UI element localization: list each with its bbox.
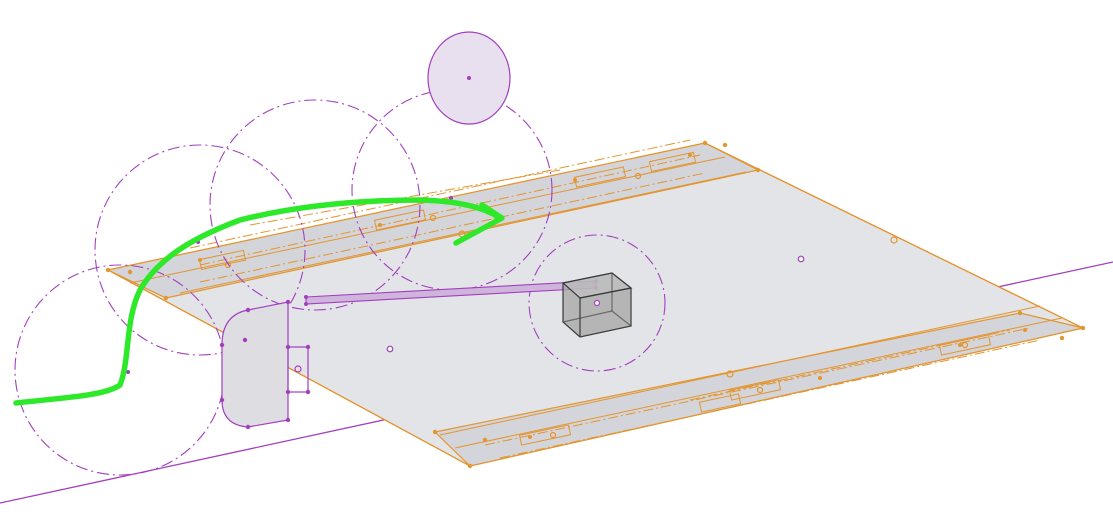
- plate-inner-line: [454, 317, 1063, 449]
- green-hand-drawn-arrow: [13, 197, 505, 406]
- sketch-hollow-points[interactable]: [386, 255, 805, 353]
- rear-slots: [198, 151, 697, 271]
- construction-circle: [209, 99, 421, 311]
- purple-bracket-profile[interactable]: [219, 299, 311, 430]
- construction-circle: [94, 144, 306, 356]
- plate-vertices[interactable]: [105, 140, 1086, 469]
- ellipse-center-point[interactable]: [467, 76, 471, 80]
- front-slots: [518, 334, 992, 446]
- plate-side-line: [704, 142, 1084, 329]
- plate-inner-line: [129, 156, 726, 284]
- cube-center-point[interactable]: [593, 299, 601, 307]
- plate-inner-line: [439, 305, 1041, 436]
- plate-side-line: [107, 269, 471, 467]
- arrow-head-icon: [453, 202, 505, 246]
- plate-hole-markers[interactable]: [224, 172, 969, 439]
- plate-inner-line: [179, 171, 747, 294]
- arrow-stroke: [13, 197, 503, 406]
- construction-circle: [528, 234, 666, 372]
